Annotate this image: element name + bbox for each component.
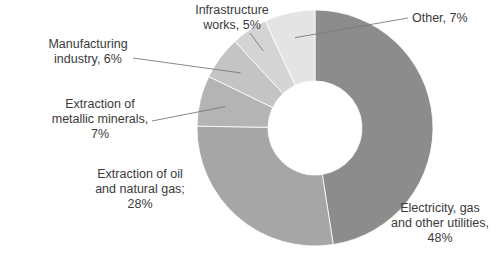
chart: Electricity, gasand other utilities,48%E… <box>0 0 500 258</box>
slice-label: Extraction ofmetallic minerals,7% <box>52 97 149 141</box>
leader-line <box>133 58 241 73</box>
label-line: works, 5% <box>202 18 261 32</box>
label-text: 28% <box>127 197 152 211</box>
label-line: Infrastructure <box>195 3 269 17</box>
label-text: and natural gas; <box>95 182 185 196</box>
label-text: 7% <box>446 11 468 25</box>
leader-line <box>250 33 263 51</box>
label-text: metallic minerals, <box>52 112 149 126</box>
label-line: industry, 6% <box>54 52 122 66</box>
label-text: industry, <box>54 52 100 66</box>
slice-label: Extraction of oiland natural gas;28% <box>95 167 185 211</box>
slice-label: Manufacturingindustry, 6% <box>48 37 127 66</box>
label-line: Manufacturing <box>48 37 127 51</box>
label-line: 7% <box>91 127 109 141</box>
label-line: Extraction of oil <box>97 167 182 181</box>
label-line: 48% <box>427 231 452 245</box>
label-text: Extraction of oil <box>97 167 182 181</box>
label-text: Electricity, gas <box>400 201 480 215</box>
label-text: 48% <box>427 231 452 245</box>
slice <box>197 126 333 246</box>
slice-label: Other, 7% <box>412 11 468 25</box>
label-text: 7% <box>91 127 109 141</box>
label-text: Infrastructure <box>195 3 269 17</box>
label-line: 28% <box>127 197 152 211</box>
label-line: Other, 7% <box>412 11 468 25</box>
slices <box>197 10 433 246</box>
label-text: Extraction of <box>65 97 135 111</box>
label-text: Other, <box>412 11 446 25</box>
label-text: works, <box>202 18 239 32</box>
slice-label: Infrastructureworks, 5% <box>195 3 269 32</box>
leader-line <box>295 18 408 38</box>
label-line: and other utilities, <box>391 216 489 230</box>
labels: Electricity, gasand other utilities,48%E… <box>48 3 489 245</box>
slice-label: Electricity, gasand other utilities,48% <box>391 201 489 245</box>
label-text: Manufacturing <box>48 37 127 51</box>
label-line: and natural gas; <box>95 182 185 196</box>
label-line: metallic minerals, <box>52 112 149 126</box>
slice <box>265 10 315 85</box>
label-text: and other utilities, <box>391 216 489 230</box>
label-text: 5% <box>239 18 261 32</box>
label-line: Extraction of <box>65 97 135 111</box>
label-line: Electricity, gas <box>400 201 480 215</box>
leader-line <box>152 107 225 121</box>
label-text: 6% <box>100 52 122 66</box>
